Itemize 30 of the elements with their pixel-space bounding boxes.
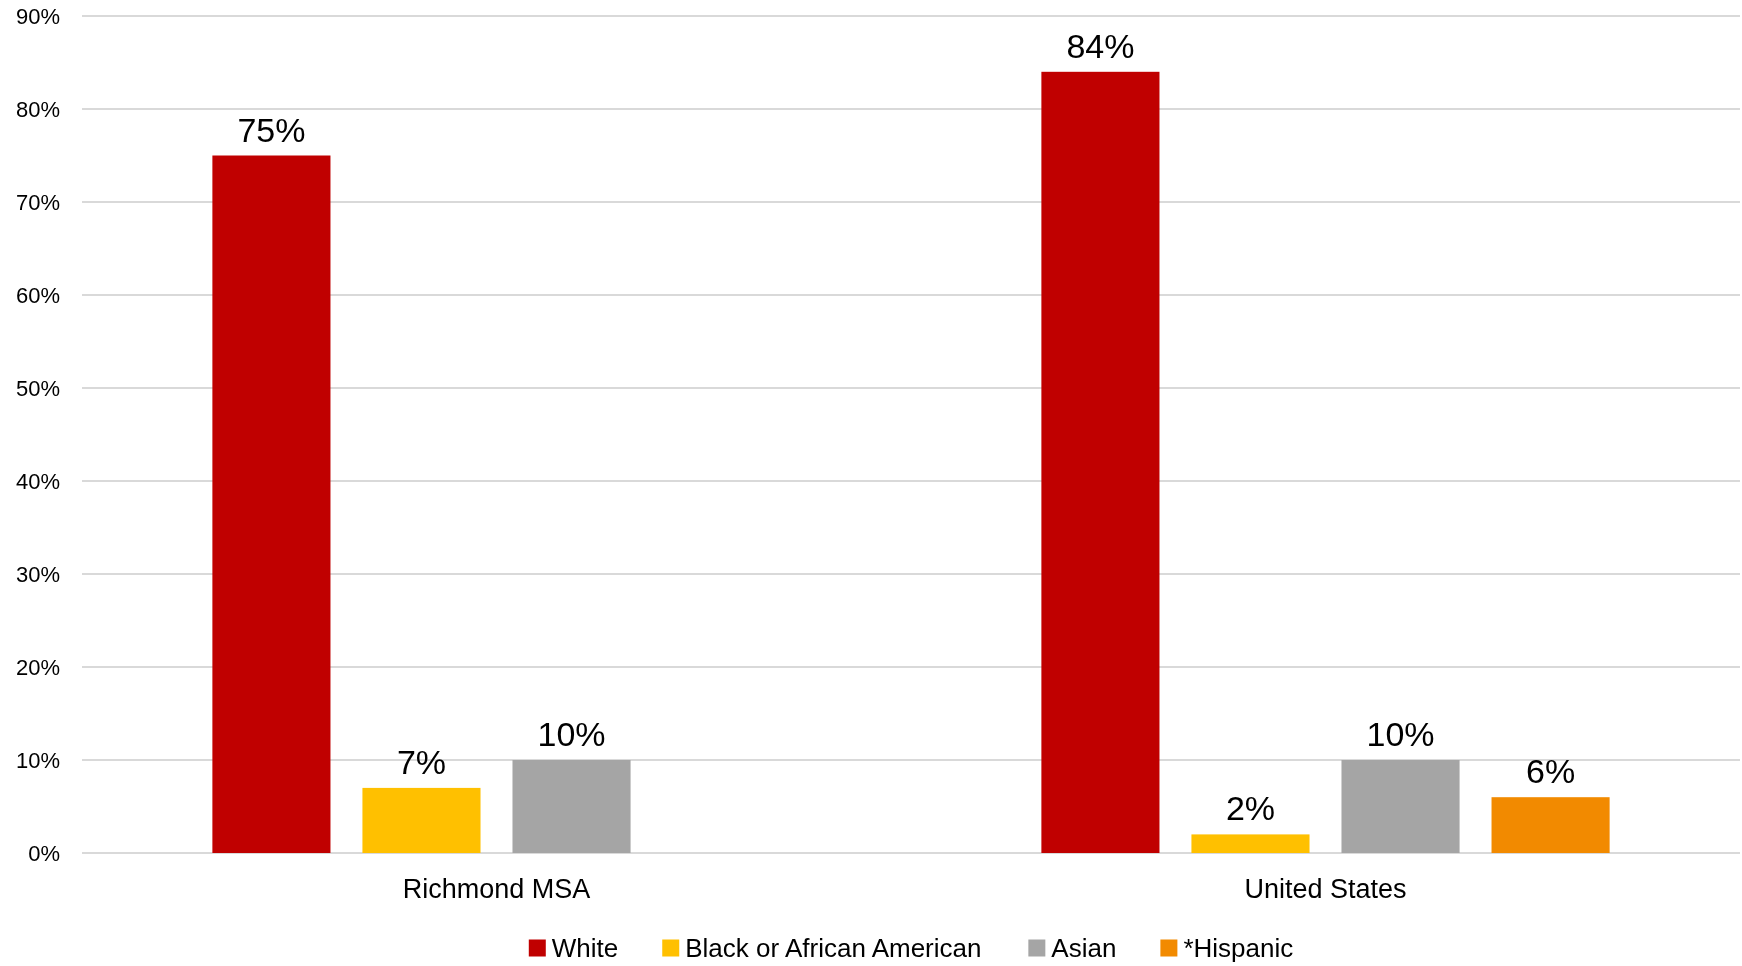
data-label: 75% [237,110,306,149]
data-label: 10% [1366,715,1435,753]
y-tick-label: 10% [15,747,60,773]
x-tick-label: United States [1244,874,1407,905]
y-tick-label: 30% [15,561,60,587]
bar [1041,71,1160,853]
data-label: 84% [1066,26,1135,65]
y-tick-label: 40% [15,468,60,494]
y-tick-label: 0% [28,840,60,866]
data-label: 6% [1526,752,1576,791]
data-label: 10% [537,715,606,753]
y-tick-label: 60% [15,282,60,308]
y-tick-label: 70% [15,189,60,215]
legend-label: White [551,933,619,964]
data-label: 7% [396,742,447,781]
bar [1341,760,1460,853]
bar [362,787,481,853]
y-tick-label: 80% [15,96,60,122]
bar [1191,834,1310,853]
legend-label: *Hispanic [1183,933,1294,964]
data-label: 2% [1225,789,1276,828]
legend-label: Black or African American [685,933,982,964]
legend-label: Asian [1051,933,1117,964]
y-tick-label: 90% [15,3,60,29]
y-tick-label: 20% [15,654,60,680]
x-tick-label: Richmond MSA [402,874,591,905]
bar [512,760,631,853]
y-tick-label: 50% [15,375,60,401]
bar [212,155,331,853]
bar [1491,797,1610,853]
